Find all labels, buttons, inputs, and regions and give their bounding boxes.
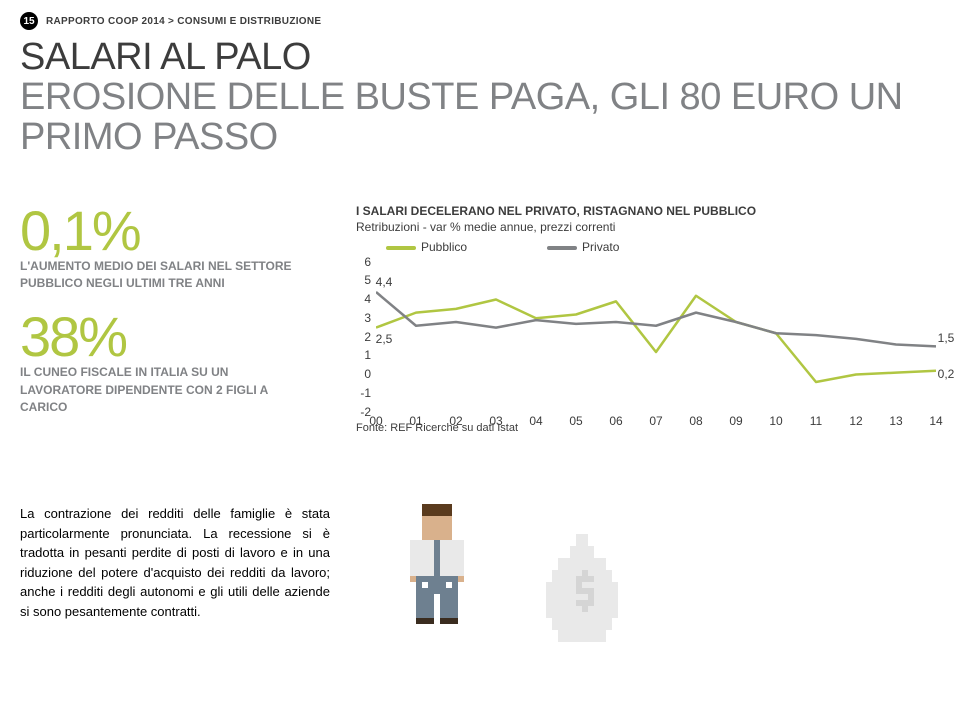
pixel [422, 504, 452, 516]
x-tick-label: 06 [609, 414, 622, 428]
y-tick-label: 4 [364, 292, 371, 306]
y-tick-label: -1 [360, 386, 371, 400]
y-tick-label: 0 [364, 367, 371, 381]
pixel-illustration [390, 504, 690, 704]
x-tick-label: 10 [769, 414, 782, 428]
x-tick-label: 02 [449, 414, 462, 428]
stat-label-line: LAVORATORE DIPENDENTE CON 2 FIGLI A [20, 383, 320, 399]
stat-label-line: PUBBLICO NEGLI ULTIMI TRE ANNI [20, 276, 320, 292]
x-tick-label: 01 [409, 414, 422, 428]
x-tick-label: 03 [489, 414, 502, 428]
title-sub: EROSIONE DELLE BUSTE PAGA, GLI 80 EURO U… [20, 78, 959, 158]
breadcrumb: RAPPORTO COOP 2014 > CONSUMI E DISTRIBUZ… [46, 16, 321, 27]
pixel [582, 606, 588, 612]
chart-svg [376, 262, 936, 412]
legend-swatch [386, 246, 416, 250]
chart-column: I SALARI DECELERANO NEL PRIVATO, RISTAGN… [356, 204, 939, 434]
stat-label-line: IL CUNEO FISCALE IN ITALIA SU UN [20, 365, 320, 381]
legend-item: Pubblico [386, 240, 467, 254]
stat-value: 0,1% [20, 204, 320, 257]
stats-column: 0,1% L'AUMENTO MEDIO DEI SALARI NEL SETTO… [20, 204, 320, 434]
x-tick-label: 05 [569, 414, 582, 428]
pixel [440, 618, 458, 624]
pixel [458, 576, 464, 582]
stat-label-line: L'AUMENTO MEDIO DEI SALARI NEL SETTORE [20, 259, 320, 275]
point-label: 2,5 [376, 332, 393, 346]
x-tick-label: 12 [849, 414, 862, 428]
body-paragraph: La contrazione dei redditi delle famigli… [20, 504, 330, 704]
content-row: 0,1% L'AUMENTO MEDIO DEI SALARI NEL SETTO… [0, 158, 959, 434]
x-tick-label: 04 [529, 414, 542, 428]
pixel [552, 618, 612, 630]
pixel [576, 534, 588, 546]
legend-item: Privato [547, 240, 619, 254]
pixel [582, 570, 588, 576]
pixel [558, 630, 606, 642]
x-tick-label: 14 [929, 414, 942, 428]
series-privato [376, 292, 936, 346]
y-tick-label: 5 [364, 273, 371, 287]
page-number-badge: 15 [20, 12, 38, 30]
x-tick-label: 13 [889, 414, 902, 428]
x-tick-label: 08 [689, 414, 702, 428]
body-row: La contrazione dei redditi delle famigli… [0, 434, 959, 704]
point-label: 4,4 [376, 275, 393, 289]
chart-legend: Pubblico Privato [356, 240, 939, 254]
x-tick-label: 09 [729, 414, 742, 428]
legend-label: Pubblico [421, 240, 467, 254]
x-tick-label: 11 [810, 414, 822, 428]
point-label: 0,2 [938, 367, 955, 381]
x-tick-label: 07 [649, 414, 662, 428]
stat-block: 0,1% L'AUMENTO MEDIO DEI SALARI NEL SETTO… [20, 204, 320, 292]
pixel [558, 558, 606, 570]
stat-value: 38% [20, 310, 320, 363]
y-tick-label: 6 [364, 255, 371, 269]
pixel [570, 546, 594, 558]
pixel [458, 540, 464, 576]
pixel [416, 618, 434, 624]
chart-subtitle: Retribuzioni - var % medie annue, prezzi… [356, 220, 939, 234]
chart-plot: 6543210-1-200010203040506070809101112131… [376, 262, 936, 412]
point-label: 1,5 [938, 331, 955, 345]
pixel [422, 516, 452, 540]
pixel [434, 540, 440, 576]
pixel [446, 582, 452, 588]
x-tick-label: 00 [369, 414, 382, 428]
pixel [422, 582, 428, 588]
pixel [410, 540, 416, 576]
pixel [434, 594, 440, 618]
legend-swatch [547, 246, 577, 250]
title-main: SALARI AL PALO [20, 38, 959, 78]
y-tick-label: 2 [364, 330, 371, 344]
page-header: 15 RAPPORTO COOP 2014 > CONSUMI E DISTRI… [0, 0, 959, 30]
y-tick-label: 1 [364, 348, 371, 362]
y-tick-label: 3 [364, 311, 371, 325]
title-block: SALARI AL PALO EROSIONE DELLE BUSTE PAGA… [0, 30, 959, 158]
legend-label: Privato [582, 240, 619, 254]
stat-label-line: CARICO [20, 400, 320, 416]
stat-block: 38% IL CUNEO FISCALE IN ITALIA SU UN LAVOR… [20, 310, 320, 416]
chart-title: I SALARI DECELERANO NEL PRIVATO, RISTAGN… [356, 204, 939, 218]
